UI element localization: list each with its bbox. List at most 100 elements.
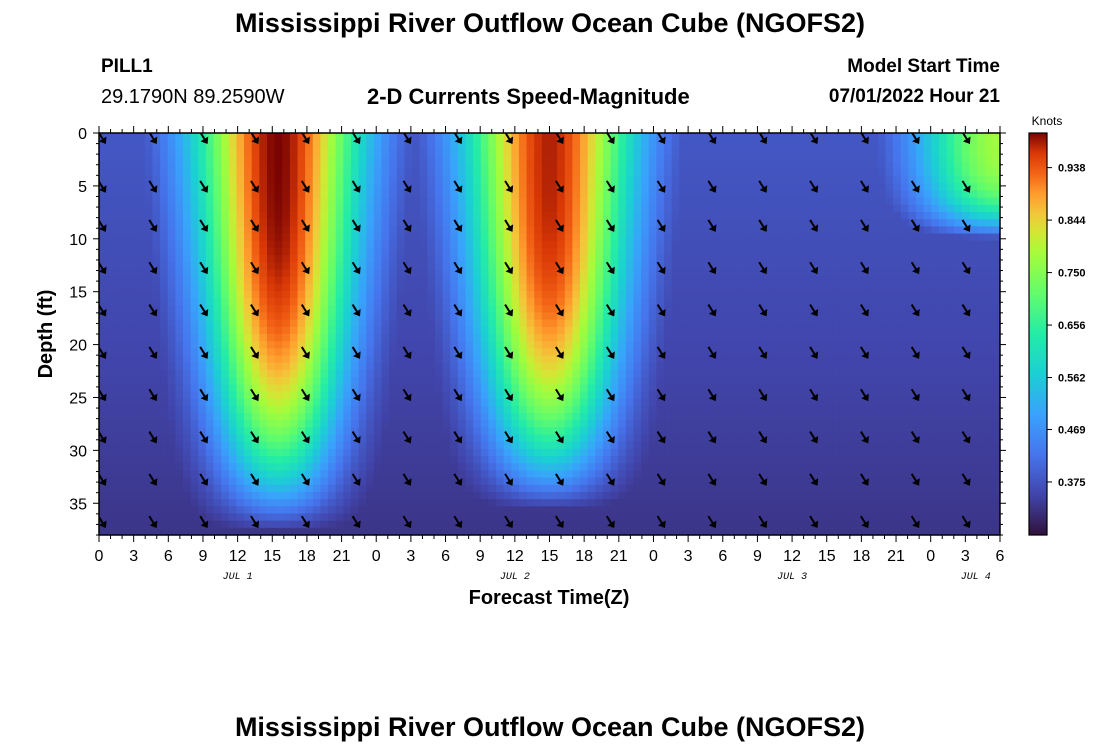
- heatmap-cell: [465, 441, 474, 450]
- heatmap-cell: [312, 147, 322, 156]
- heatmap-cell: [373, 312, 383, 321]
- heatmap-cell: [740, 484, 749, 493]
- heatmap-cell: [350, 176, 360, 184]
- heatmap-cell: [755, 161, 764, 170]
- heatmap-cell: [99, 255, 108, 263]
- heatmap-cell: [175, 477, 184, 486]
- heatmap-cell: [480, 147, 490, 156]
- heatmap-cell: [625, 183, 635, 192]
- heatmap-cell: [725, 298, 734, 306]
- heatmap-cell: [641, 434, 650, 443]
- heatmap-cell: [595, 262, 604, 270]
- heatmap-cell: [518, 269, 528, 278]
- heatmap-cell: [175, 269, 184, 278]
- heatmap-cell: [496, 484, 505, 493]
- heatmap-cell: [251, 161, 260, 170]
- heatmap-cell: [221, 283, 230, 292]
- heatmap-cell: [427, 527, 436, 535]
- heatmap-cell: [511, 240, 520, 249]
- heatmap-cell: [343, 470, 352, 479]
- heatmap-cell: [770, 326, 780, 335]
- heatmap-cell: [205, 391, 215, 400]
- heatmap-cell: [182, 176, 192, 184]
- heatmap-cell: [282, 183, 291, 192]
- heatmap-cell: [541, 441, 551, 450]
- heatmap-cell: [266, 233, 276, 242]
- heatmap-cell: [205, 290, 215, 299]
- heatmap-cell: [297, 477, 306, 486]
- heatmap-cell: [587, 441, 596, 450]
- heatmap-cell: [648, 133, 657, 141]
- heatmap-cell: [717, 513, 726, 522]
- heatmap-cell: [121, 398, 131, 407]
- heatmap-cell: [748, 484, 757, 493]
- heatmap-cell: [305, 154, 314, 163]
- heatmap-cell: [121, 319, 131, 328]
- heatmap-cell: [580, 398, 589, 407]
- heatmap-cell: [427, 484, 436, 493]
- heatmap-cell: [343, 341, 352, 349]
- heatmap-cell: [503, 247, 512, 256]
- heatmap-cell: [251, 312, 260, 321]
- heatmap-cell: [251, 334, 260, 342]
- heatmap-cell: [755, 290, 764, 299]
- heatmap-cell: [404, 427, 413, 436]
- heatmap-cell: [259, 484, 268, 493]
- heatmap-cell: [709, 233, 719, 242]
- heatmap-cell: [305, 326, 314, 335]
- heatmap-cell: [251, 262, 260, 270]
- heatmap-cell: [572, 369, 581, 378]
- heatmap-cell: [343, 326, 352, 335]
- heatmap-cell: [198, 326, 207, 335]
- heatmap-cell: [557, 334, 566, 342]
- heatmap-cell: [557, 463, 566, 471]
- heatmap-cell: [182, 513, 192, 522]
- heatmap-cell: [266, 176, 276, 184]
- heatmap-cell: [129, 398, 138, 407]
- heatmap-cell: [633, 441, 642, 450]
- heatmap-cell: [99, 448, 108, 457]
- heatmap-cell: [450, 183, 459, 192]
- heatmap-cell: [236, 391, 245, 400]
- heatmap-cell: [679, 427, 688, 436]
- heatmap-cell: [557, 219, 566, 227]
- heatmap-cell: [557, 168, 566, 177]
- heatmap-cell: [648, 262, 657, 270]
- heatmap-cell: [266, 463, 276, 471]
- heatmap-cell: [137, 290, 146, 299]
- heatmap-cell: [434, 384, 444, 393]
- heatmap-cell: [503, 168, 512, 177]
- heatmap-cell: [419, 147, 428, 156]
- heatmap-cell: [488, 147, 497, 156]
- heatmap-cell: [305, 499, 314, 507]
- heatmap-cell: [564, 226, 574, 235]
- heatmap-cell: [488, 412, 497, 421]
- heatmap-cell: [503, 527, 512, 535]
- heatmap-cell: [480, 290, 490, 299]
- heatmap-cell: [526, 484, 535, 493]
- heatmap-cell: [396, 298, 406, 306]
- heatmap-cell: [434, 484, 444, 493]
- heatmap-cell: [664, 283, 673, 292]
- heatmap-cell: [725, 384, 734, 393]
- heatmap-cell: [625, 405, 635, 414]
- heatmap-cell: [106, 226, 115, 235]
- heatmap-cell: [602, 298, 612, 306]
- heatmap-cell: [686, 427, 696, 436]
- heatmap-cell: [702, 341, 711, 349]
- heatmap-cell: [480, 276, 490, 285]
- heatmap-cell: [503, 326, 512, 335]
- heatmap-cell: [152, 427, 161, 436]
- heatmap-cell: [717, 197, 726, 206]
- heatmap-cell: [732, 484, 741, 493]
- heatmap-cell: [686, 384, 696, 393]
- heatmap-cell: [358, 506, 367, 515]
- heatmap-cell: [488, 341, 497, 349]
- heatmap-cell: [144, 527, 154, 535]
- heatmap-cell: [725, 527, 734, 535]
- heatmap-cell: [740, 420, 749, 428]
- heatmap-cell: [564, 133, 574, 141]
- heatmap-cell: [641, 290, 650, 299]
- heatmap-cell: [595, 384, 604, 393]
- heatmap-cell: [686, 434, 696, 443]
